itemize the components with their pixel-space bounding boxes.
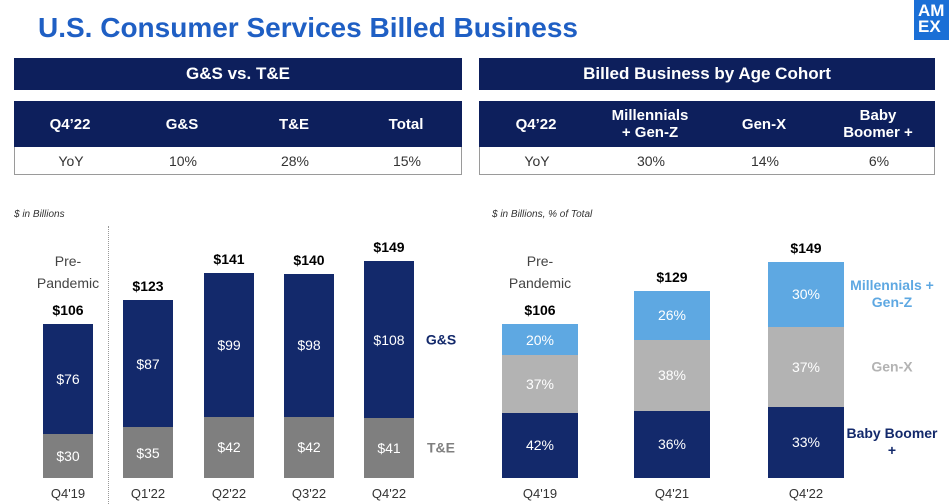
bar-segment [284,274,334,417]
header-cell: G&S [165,115,199,133]
value-label: $76 [56,370,80,387]
table-header: Q4’22 Millennials + Gen-Z Gen-X Baby Boomer… [479,101,935,147]
header-cell: Q4’22 [49,115,91,133]
header-cell: Q4’22 [515,115,557,133]
value-label: $41 [377,440,401,457]
bar-segment [634,410,710,478]
value-label: 37% [791,358,821,375]
bar-segment [123,427,173,478]
header-cell: Baby Boomer + [843,107,913,141]
bar-segment [502,324,578,356]
value-label: 42% [525,437,555,454]
legend-label: T&E [427,439,455,456]
x-tick-label: Q4'21 [654,486,690,501]
header-cell: Gen-X [741,115,787,133]
value-label: 26% [657,307,687,324]
bar-segment [43,434,93,478]
total-label: $149 [373,239,405,255]
bar-segment [634,339,710,411]
value-label: $87 [136,355,160,372]
logo: AMEX [914,0,949,40]
bar-segment [502,412,578,478]
annotation: Pre-Pandemic [36,252,100,291]
legend-label: Gen-X [871,358,913,375]
bar-segment [204,272,254,417]
total-label: $149 [790,240,822,256]
table-title: Billed Business by Age Cohort [479,58,935,90]
table-header: Q4’22 G&S T&E Total [14,101,462,147]
table-cell: 14% [750,152,780,169]
total-label: $141 [213,250,245,267]
total-label: $140 [293,252,325,269]
x-tick-label: Q3'22 [291,486,327,501]
total-label: $129 [656,268,688,285]
table-title: G&S vs. T&E [14,58,462,90]
table-cell: 10% [168,152,198,169]
legend-label: Baby Boomer + [846,425,938,459]
table-cell: 15% [392,152,422,169]
table-cell: YoY [58,152,84,169]
value-label: $42 [217,439,241,456]
value-label: $35 [136,444,160,461]
total-label: $123 [132,278,164,295]
total-label: $106 [52,301,84,318]
bar-segment [634,290,710,340]
bar-segment [204,416,254,478]
bar-segment [43,323,93,435]
x-tick-label: Q4'22 [371,486,407,501]
header-cell: T&E [279,115,309,133]
value-label: 33% [791,434,821,451]
total-label: $106 [524,302,556,319]
header-cell: Millennials + Gen-Z [611,107,689,141]
value-label: 36% [657,436,687,453]
value-label: 38% [657,367,687,384]
value-label: 37% [525,376,555,393]
chart-subtitle: $ in Billions [14,209,65,220]
header-cell: Total [388,115,424,133]
legend-label: G&S [425,331,457,348]
table-cell: 28% [280,152,310,169]
value-label: $42 [297,439,321,456]
separator [108,226,109,504]
bar-segment [768,326,844,407]
annotation: Pre-Pandemic [508,253,572,292]
x-tick-label: Q4'19 [50,486,86,501]
table-row: YoY 10% 28% 15% [14,147,462,175]
value-label: 20% [525,331,555,348]
x-tick-label: Q4'22 [788,486,824,501]
value-label: $98 [297,337,321,354]
bar-segment [768,406,844,478]
x-tick-label: Q4'19 [522,486,558,501]
value-label: $30 [56,448,80,465]
table-cell: 30% [636,152,666,169]
slide-title: U.S. Consumer Services Billed Business [38,12,578,43]
bar-segment [123,300,173,428]
bar-segment [502,355,578,413]
value-label: $99 [217,336,241,353]
bar-segment [364,418,414,478]
bar-segment [364,261,414,419]
table-cell: YoY [524,152,550,169]
chart-subtitle: $ in Billions, % of Total [492,209,593,220]
bar-segment [284,416,334,478]
x-tick-label: Q2'22 [211,486,247,501]
value-label: 30% [791,286,821,303]
bar-segment [768,262,844,327]
value-label: $108 [373,331,405,348]
legend-label: Millennials + Gen-Z [850,277,934,311]
table-cell: 6% [868,152,890,169]
table-row: YoY 30% 14% 6% [479,147,935,175]
x-tick-label: Q1'22 [130,486,166,501]
